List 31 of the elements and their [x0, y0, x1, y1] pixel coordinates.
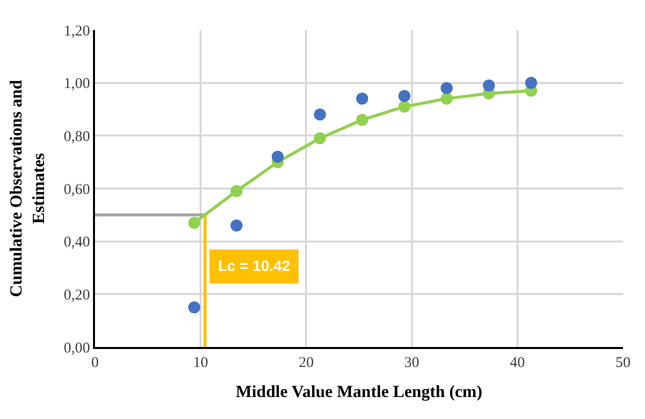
point: [356, 114, 368, 126]
x-tick-label: 40: [510, 355, 525, 371]
point: [230, 185, 242, 198]
point: [314, 132, 326, 144]
y-tick-label: 0,80: [64, 128, 90, 145]
x-tick-label: 30: [404, 355, 420, 371]
x-tick-label: 0: [91, 355, 99, 371]
x-tick-label: 10: [193, 355, 208, 371]
point: [440, 92, 453, 105]
point: [230, 219, 242, 232]
point: [314, 108, 326, 121]
y-tick-label: 0,60: [64, 182, 90, 198]
y-tick-label: 1,20: [64, 23, 90, 40]
y-tick-label: 0,00: [64, 340, 90, 356]
y-axis-title: Cumulative Observations and Estimates: [6, 79, 48, 298]
point: [482, 79, 495, 92]
point: [272, 150, 284, 163]
ref-line-label: Lc = 10.42: [218, 258, 290, 275]
y-tick-label: 1,00: [64, 76, 90, 92]
x-tick-label: 20: [298, 355, 314, 371]
y-tick-label: 0,20: [64, 287, 90, 304]
y-tick-label: 0,40: [64, 234, 90, 251]
point: [188, 301, 200, 314]
point: [188, 216, 200, 229]
point: [356, 92, 368, 105]
point: [398, 100, 410, 113]
point: [525, 76, 538, 89]
point: [440, 82, 453, 94]
x-tick-label: 50: [616, 355, 630, 371]
x-axis-title: Middle Value Mantle Length (cm): [236, 382, 482, 401]
point: [398, 90, 410, 102]
